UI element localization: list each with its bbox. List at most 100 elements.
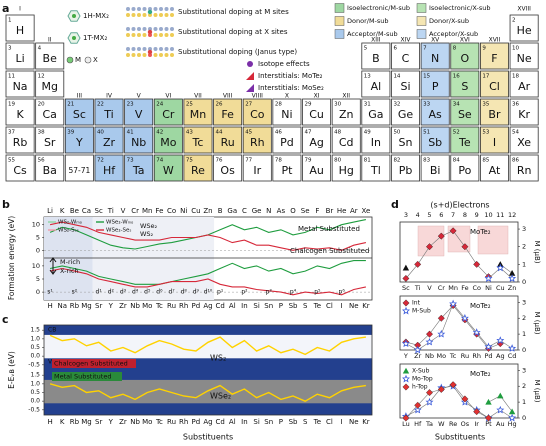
x-tick-label: Ga [227,207,237,215]
element-cell [479,70,509,98]
atomic-number: 32 [393,102,400,108]
legend-label: h-Top [412,384,428,391]
doping-strip-atom [148,33,152,37]
x-tick-label: I [341,302,343,310]
element-cell [361,154,391,182]
legend-label: Isotope effects [258,60,310,68]
y-tick-label: 1.0 [30,380,40,387]
vb-band [44,358,372,370]
top-tick-label: 11 [496,211,504,219]
atomic-number: 48 [334,130,341,136]
x-tick-label: I [341,418,343,426]
element-cell [94,154,124,182]
element-symbol: Zr [103,136,116,149]
atomic-number: 4 [38,46,42,52]
y-tick-label: 1.0 [30,335,40,342]
x-tick-label: Ni [485,284,492,292]
annotation: WSe₂ [140,222,158,230]
doping-strip-atom [153,7,158,11]
data-marker [425,397,434,406]
data-marker [437,314,445,322]
element-symbol: Hg [339,164,354,177]
element-symbol: Po [458,164,471,177]
element-cell [420,98,450,126]
element-symbol: Al [371,80,382,93]
axis-title: E-Eᵥʙ (eV) [7,351,16,389]
electron-label: d⁸ [181,289,188,296]
y-tick-label: 0 [522,346,526,354]
x-tick-label: Cr [438,284,446,292]
structure-label: 1H-MX₂ [83,12,109,20]
x-tick-label: O [290,207,296,215]
element-symbol: V [135,108,143,121]
x-tick-label: Ni [180,207,187,215]
element-cell [35,70,65,98]
x-tick-label: Rh [472,352,481,360]
electron-label: s¹ [47,289,53,296]
legend-swatch [416,29,427,39]
data-marker [449,381,457,389]
element-cell [391,98,421,126]
x-tick-label: Te [313,302,321,310]
atomic-number: 1 [8,18,12,24]
element-cell [94,98,124,126]
panel-title: MoTe₂ [470,370,491,378]
legend-label: Isoelectronic/X-sub [429,4,491,12]
element-symbol: Ca [43,108,57,121]
y-tick-label: -0.5 [28,361,40,368]
atomic-number: 73 [127,158,134,164]
x-tick-label: Y [403,352,408,360]
atomic-number: 79 [305,158,312,164]
atomic-number: 17 [482,74,489,80]
x-tick-label: Be [70,207,79,215]
element-cell [509,98,539,126]
legend-label: Int [412,300,421,307]
element-cell [64,98,94,126]
y-tick-label: 1.5 [30,327,40,334]
x-tick-label: Mo [142,302,152,310]
data-marker [425,337,434,346]
x-tick-label: Sc [402,284,410,292]
element-symbol: H [16,24,24,37]
element-symbol: Be [43,52,58,65]
top-tick-label: 8 [463,211,467,219]
element-symbol: K [16,108,24,121]
x-tick-label: Lu [402,420,410,428]
atomic-number: 52 [453,130,460,136]
data-marker [461,243,469,251]
doping-strip-atom [142,33,147,37]
legend-label: WSe₂-Seₛ [106,228,131,234]
doping-strip-atom [164,53,169,57]
y-tick-label: 2 [522,243,526,251]
element-symbol: N [431,52,439,65]
x-tick-label: Ne [349,418,359,426]
element-symbol: Mn [190,108,206,121]
atomic-number: 12 [38,74,45,80]
element-symbol: Pb [399,164,413,177]
element-symbol: Cu [309,108,324,121]
doping-strip-atom [142,13,147,17]
defect-level-line [49,334,366,356]
element-symbol: Zn [339,108,354,121]
element-cell [35,98,65,126]
atomic-number: 41 [127,130,134,136]
doping-strip-atom [170,53,174,57]
x-tick-label: Zn [508,284,517,292]
legend-label: Acceptor/X-sub [429,30,478,38]
atomic-number: 35 [482,102,489,108]
annotation: WS₂ [140,230,154,238]
x-tick-label: Si [253,418,259,426]
atomic-number: 9 [482,46,486,52]
data-marker [460,313,469,322]
atomic-number: 47 [305,130,312,136]
atomic-number: 13 [364,74,371,80]
element-symbol: Cl [489,80,500,93]
panel-label: a [2,2,9,15]
x-tick-label: Ti [107,207,114,215]
atomic-number: 72 [97,158,104,164]
element-cell [35,154,65,182]
top-tick-label: 7 [451,211,455,219]
atomic-number: 11 [8,74,15,80]
x-tick-label: Re [449,420,457,428]
